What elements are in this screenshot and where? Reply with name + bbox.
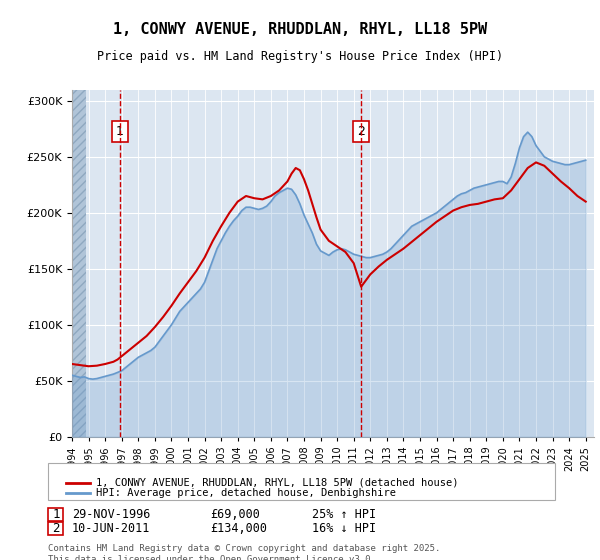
Bar — [72, 90, 86, 437]
Text: 1, CONWY AVENUE, RHUDDLAN, RHYL, LL18 5PW: 1, CONWY AVENUE, RHUDDLAN, RHYL, LL18 5P… — [113, 22, 487, 38]
Text: 1, CONWY AVENUE, RHUDDLAN, RHYL, LL18 5PW (detached house): 1, CONWY AVENUE, RHUDDLAN, RHYL, LL18 5P… — [96, 478, 458, 488]
Text: HPI: Average price, detached house, Denbighshire: HPI: Average price, detached house, Denb… — [96, 488, 396, 498]
Text: 2: 2 — [357, 125, 365, 138]
Text: £134,000: £134,000 — [210, 522, 267, 535]
Text: Price paid vs. HM Land Registry's House Price Index (HPI): Price paid vs. HM Land Registry's House … — [97, 50, 503, 63]
Text: Contains HM Land Registry data © Crown copyright and database right 2025.
This d: Contains HM Land Registry data © Crown c… — [48, 544, 440, 560]
Text: £69,000: £69,000 — [210, 508, 260, 521]
Text: 1: 1 — [52, 508, 59, 521]
Text: 25% ↑ HPI: 25% ↑ HPI — [312, 508, 376, 521]
Text: 16% ↓ HPI: 16% ↓ HPI — [312, 522, 376, 535]
Text: 2: 2 — [52, 522, 59, 535]
Text: 10-JUN-2011: 10-JUN-2011 — [72, 522, 151, 535]
Text: 1: 1 — [116, 125, 124, 138]
Text: 29-NOV-1996: 29-NOV-1996 — [72, 508, 151, 521]
